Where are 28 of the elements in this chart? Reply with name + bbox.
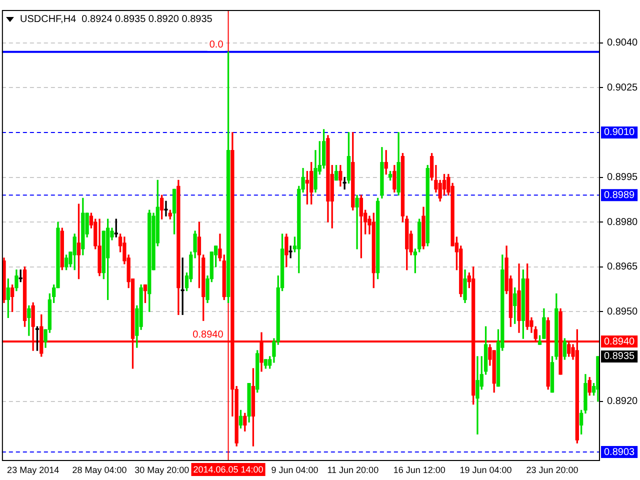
- x-tick-label: 30 May 20:00: [134, 464, 190, 475]
- x-tick-label: 19 Jun 04:00: [460, 464, 512, 475]
- x-tick-label: 9 Jun 04:00: [271, 464, 318, 475]
- ref-line-label: 0.9010: [604, 127, 636, 138]
- y-tick-label: 0.8920: [607, 396, 638, 408]
- candlestick: [164, 200, 168, 216]
- annotation: 0.8940: [604, 336, 636, 348]
- y-tick-label: 0.8965: [607, 262, 638, 273]
- y-tick-label: 0.8980: [607, 216, 638, 228]
- x-tick-label: 2014.06.05 14:00: [193, 464, 264, 474]
- y-tick-label: 0.9025: [607, 82, 638, 94]
- y-tick-label: 0.9040: [607, 38, 638, 49]
- ref-line-label: 0.8903: [604, 446, 636, 458]
- annotation: 0.8935: [604, 351, 636, 362]
- x-tick-label: 23 Jun 20:00: [526, 464, 578, 475]
- y-tick-label: 0.8995: [607, 172, 638, 184]
- annotation: 0.8940: [192, 329, 224, 340]
- x-tick-label: 23 May 2014: [7, 464, 60, 475]
- x-tick-label: 16 Jun 12:00: [393, 464, 446, 475]
- x-tick-label: 11 Jun 20:00: [327, 464, 379, 475]
- candlestick: [342, 176, 346, 190]
- annotation: 0.0: [209, 40, 224, 51]
- y-tick-label: 0.8950: [607, 306, 638, 318]
- x-tick-label: 28 May 04:00: [72, 464, 127, 475]
- candlestick: [476, 356, 480, 434]
- candlestick: [355, 194, 359, 250]
- ref-line-label: 0.8989: [604, 190, 636, 201]
- chart-title: USDCHF,H4 0.8924 0.8935 0.8920 0.8935: [20, 14, 212, 25]
